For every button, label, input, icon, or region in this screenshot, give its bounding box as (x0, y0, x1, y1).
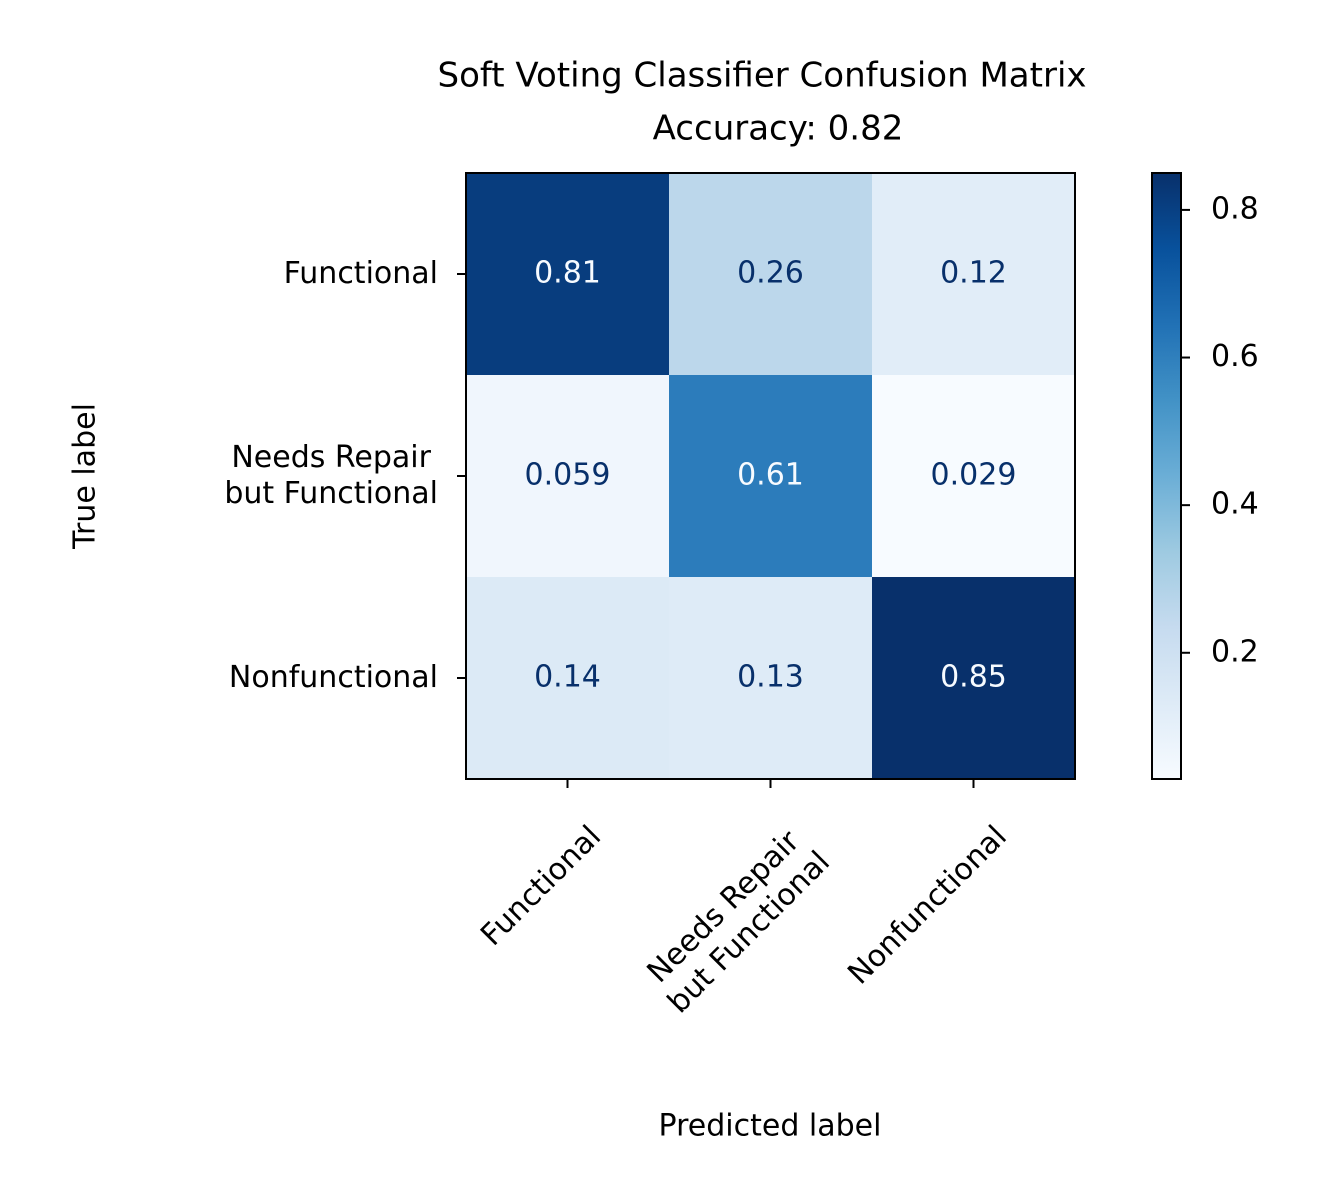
cell-label: 0.12 (940, 256, 1007, 291)
y-tick-label: Functional (283, 256, 438, 291)
heatmap-cell (466, 173, 670, 376)
y-tick-label: Nonfunctional (228, 660, 438, 695)
heatmap-cell (872, 577, 1076, 780)
colorbar (1151, 172, 1182, 780)
cell-label: 0.81 (534, 256, 601, 291)
chart-title: Soft Voting Classifier Confusion Matrix (437, 56, 1086, 96)
heatmap-cell (669, 375, 873, 578)
colorbar-tick-label: 0.2 (1211, 634, 1259, 669)
colorbar-tick-label: 0.8 (1211, 191, 1259, 226)
colorbar-tick-label: 0.4 (1211, 487, 1259, 522)
heatmap-cell (466, 577, 670, 780)
cell-label: 0.059 (525, 458, 611, 493)
y-tick-label: Needs Repair but Functional (224, 440, 438, 511)
colorbar-tick-label: 0.6 (1211, 339, 1259, 374)
chart-subtitle: Accuracy: 0.82 (653, 109, 904, 149)
cell-label: 0.85 (940, 660, 1007, 695)
heatmap-cell (466, 375, 670, 578)
x-axis-label: Predicted label (659, 1109, 882, 1144)
cell-label: 0.029 (931, 458, 1017, 493)
heatmap-cell (872, 173, 1076, 376)
cell-label: 0.14 (534, 660, 601, 695)
heatmap-cell (872, 375, 1076, 578)
cell-label: 0.26 (737, 256, 804, 291)
cell-label: 0.61 (737, 458, 804, 493)
heatmap-cell (669, 173, 873, 376)
y-axis-label: True label (68, 403, 103, 550)
heatmap-cell (669, 577, 873, 780)
cell-label: 0.13 (737, 660, 804, 695)
